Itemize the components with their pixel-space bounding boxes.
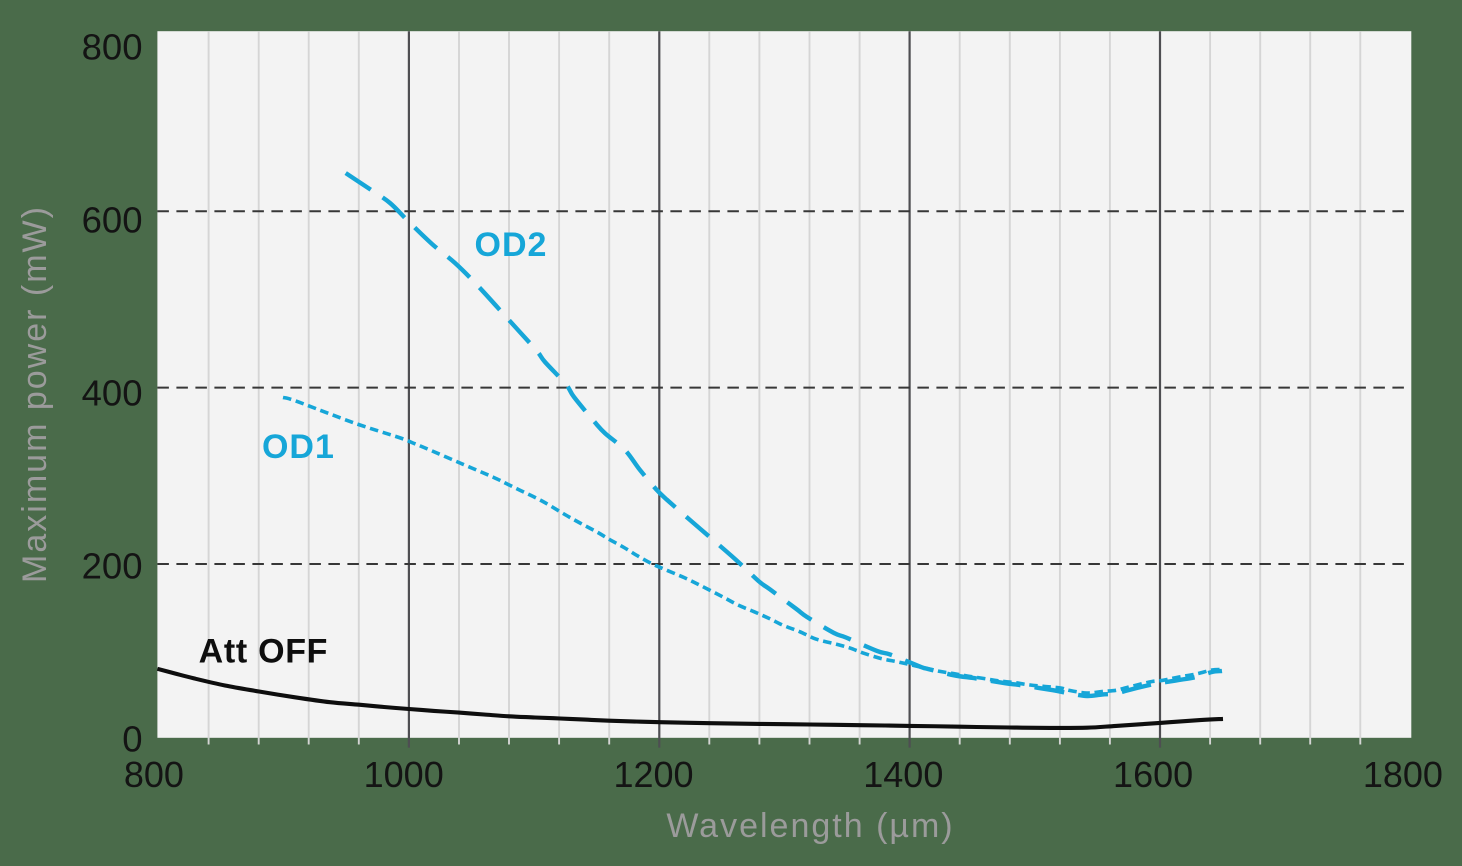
svg-text:600: 600 [82,199,143,240]
svg-text:1400: 1400 [863,754,943,795]
svg-text:1600: 1600 [1113,754,1193,795]
svg-text:800: 800 [82,26,143,67]
svg-text:800: 800 [124,754,184,795]
svg-text:Att OFF: Att OFF [199,632,329,670]
svg-text:1000: 1000 [364,754,444,795]
svg-text:Wavelength (µm): Wavelength (µm) [666,807,954,845]
svg-text:1200: 1200 [613,754,693,795]
svg-text:OD2: OD2 [475,226,548,264]
svg-text:OD1: OD1 [262,428,335,466]
svg-text:Maximum power (mW): Maximum power (mW) [16,205,54,583]
svg-text:200: 200 [82,545,143,586]
svg-text:1800: 1800 [1363,754,1443,795]
svg-text:0: 0 [122,718,142,759]
svg-text:400: 400 [82,372,143,413]
